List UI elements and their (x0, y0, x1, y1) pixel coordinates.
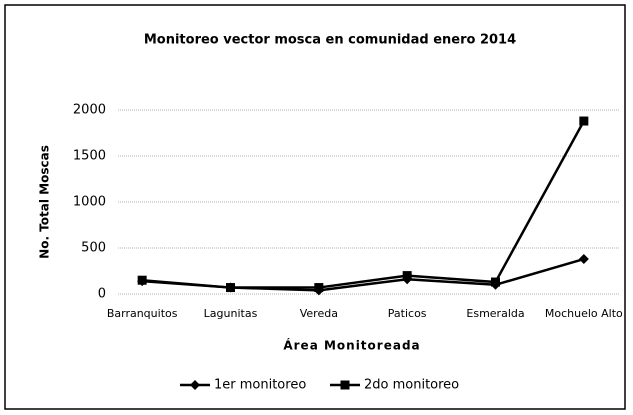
y-tick-label: 1000 (73, 195, 106, 210)
x-tick-label: Paticos (387, 307, 427, 320)
y-tick-label: 500 (81, 241, 106, 256)
legend-marker (190, 380, 200, 390)
x-tick-label: Barranquitos (106, 307, 178, 320)
data-point (226, 283, 235, 293)
series-line (142, 120, 585, 289)
legend-marker (340, 380, 350, 390)
y-axis-title: No. Total Moscas (38, 145, 52, 259)
chart-border (4, 4, 626, 410)
x-tick-label: Lagunitas (203, 307, 258, 320)
x-axis-title: Área Monitoreada (283, 338, 420, 353)
y-tick-label: 1500 (73, 149, 106, 164)
chart-title: Monitoreo vector mosca en comunidad ener… (144, 33, 516, 48)
y-tick-label: 2000 (73, 103, 106, 118)
data-point (491, 277, 500, 287)
data-point (137, 275, 147, 285)
data-point (402, 271, 412, 281)
legend-label: 1er monitoreo (214, 378, 306, 393)
data-point (578, 254, 589, 265)
y-tick-label: 0 (98, 287, 106, 302)
data-point (314, 283, 324, 293)
x-tick-label: Esmeralda (466, 307, 525, 320)
legend-label: 2do monitoreo (364, 378, 459, 393)
x-tick-label: Mochuelo Alto (544, 307, 623, 320)
data-point (579, 116, 589, 126)
x-tick-label: Vereda (299, 307, 338, 320)
